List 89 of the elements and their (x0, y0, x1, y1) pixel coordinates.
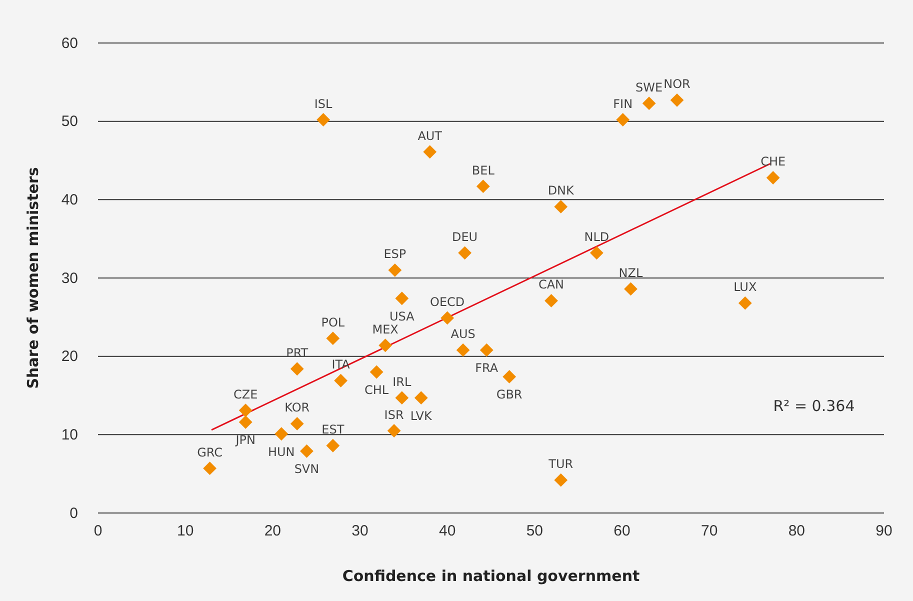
annotation: FIN (613, 96, 633, 111)
annotation: AUS (450, 327, 476, 342)
point (616, 113, 630, 126)
y-tick-label: 50 (61, 113, 78, 130)
y-tick-label: 0 (70, 504, 78, 522)
point (238, 415, 252, 429)
point (642, 96, 656, 110)
point (476, 180, 490, 194)
point (203, 462, 216, 476)
annotation: SVN (294, 462, 320, 476)
annotation: ISL (314, 96, 333, 111)
annotation: GBR (496, 388, 522, 402)
annotation: USA (390, 309, 416, 324)
x-tick-label: 20 (264, 522, 282, 540)
point (387, 424, 401, 438)
annotation: ITA (332, 358, 351, 372)
y-tick-label: 30 (61, 270, 78, 287)
x-tick-label: 60 (614, 522, 630, 540)
x-axis-title: Confidence in national government (342, 567, 640, 585)
point (290, 416, 304, 430)
y-tick-label: 40 (61, 191, 78, 208)
annotation: KOR (284, 400, 310, 415)
annotation: DNK (548, 184, 576, 198)
point (274, 427, 288, 441)
annotation: GRC (197, 445, 222, 460)
x-tick-label: 90 (876, 522, 892, 540)
x-tick-label: 0 (94, 522, 102, 540)
x-tick-label: 10 (176, 522, 194, 540)
x-tick-label: 80 (788, 522, 806, 540)
annotation: ESP (384, 247, 406, 262)
point (423, 145, 437, 159)
annotation: CAN (538, 278, 564, 292)
point (378, 338, 392, 352)
point (414, 391, 428, 405)
annotation: POL (321, 315, 345, 330)
x-tick-label: 30 (352, 522, 368, 540)
point (370, 365, 384, 379)
annotation: BEL (472, 163, 495, 178)
point (326, 332, 340, 346)
annotation: JPN (234, 433, 256, 448)
point (480, 343, 494, 357)
point (316, 113, 330, 126)
annotation: AUT (418, 128, 443, 143)
point (395, 292, 409, 306)
annotation: HUN (268, 444, 295, 459)
point (290, 362, 304, 376)
y-tick-label: 20 (61, 348, 78, 366)
annotation: CHE (760, 154, 786, 169)
x-tick-label: 50 (526, 522, 544, 540)
point (502, 370, 516, 384)
point (738, 296, 752, 310)
annotation: FRA (475, 361, 499, 376)
annotation: EST (322, 422, 345, 437)
y-tick-label: 10 (61, 426, 78, 444)
annotation: NOR (664, 77, 690, 92)
x-tick-label: 40 (438, 522, 456, 540)
point (624, 282, 638, 296)
point (590, 246, 604, 260)
annotation: CZE (234, 387, 258, 402)
annotation: DEU (452, 230, 478, 244)
point (458, 246, 472, 260)
point (326, 438, 340, 452)
annotation: TUR (548, 457, 574, 472)
annotation: LUX (734, 280, 757, 294)
point (388, 263, 402, 277)
point (766, 171, 780, 184)
y-axis-title: Share of women ministers (24, 167, 42, 389)
annotation: R² = 0.364 (773, 397, 855, 415)
y-tick-label: 60 (61, 34, 78, 52)
annotation: NLD (584, 230, 610, 244)
point (554, 473, 568, 487)
annotation: NZL (618, 266, 643, 280)
annotation: IRL (392, 374, 412, 389)
annotation: ISR (384, 408, 404, 422)
annotation: MEX (372, 322, 398, 336)
point (334, 374, 348, 388)
point (456, 343, 470, 357)
point (238, 404, 252, 418)
annotation: LVK (410, 408, 433, 423)
point (440, 311, 454, 325)
point (544, 294, 558, 308)
annotation: SWE (636, 80, 663, 94)
annotation: CHL (364, 383, 389, 397)
point (670, 93, 684, 107)
point (554, 200, 568, 214)
annotation: OECD (430, 294, 465, 309)
point (300, 444, 314, 458)
point (395, 391, 409, 405)
x-tick-label: 70 (700, 522, 718, 540)
